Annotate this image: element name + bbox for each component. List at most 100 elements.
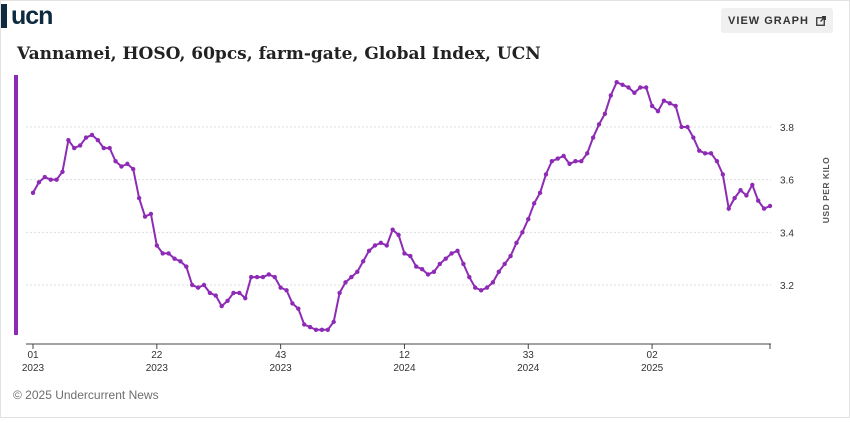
data-point[interactable] — [585, 151, 590, 156]
data-point[interactable] — [537, 190, 543, 196]
data-point[interactable] — [154, 243, 160, 248]
data-point[interactable] — [355, 269, 360, 275]
data-point[interactable] — [467, 274, 472, 280]
data-point[interactable] — [649, 103, 655, 109]
data-point[interactable] — [496, 269, 501, 275]
data-point[interactable] — [750, 182, 755, 188]
data-point[interactable] — [620, 82, 625, 88]
data-point[interactable] — [443, 256, 448, 261]
data-point[interactable] — [254, 274, 260, 280]
data-point[interactable] — [484, 285, 490, 290]
data-point[interactable] — [378, 240, 384, 246]
data-point[interactable] — [626, 85, 631, 90]
data-point[interactable] — [543, 172, 549, 177]
data-point[interactable] — [195, 285, 201, 290]
data-point[interactable] — [573, 159, 578, 164]
data-point[interactable] — [266, 272, 272, 277]
data-point[interactable] — [579, 159, 584, 164]
data-point[interactable] — [272, 274, 277, 280]
data-point[interactable] — [172, 256, 177, 261]
data-point[interactable] — [131, 166, 136, 172]
data-point[interactable] — [708, 151, 714, 156]
data-point[interactable] — [549, 159, 555, 164]
data-point[interactable] — [343, 280, 348, 285]
data-point[interactable] — [732, 195, 737, 201]
data-point[interactable] — [638, 85, 643, 90]
data-point[interactable] — [319, 327, 325, 332]
data-point[interactable] — [702, 151, 708, 156]
data-point[interactable] — [307, 324, 313, 330]
data-point[interactable] — [189, 282, 195, 288]
data-point[interactable] — [531, 201, 537, 206]
data-point[interactable] — [231, 290, 236, 296]
data-point[interactable] — [349, 274, 354, 280]
data-point[interactable] — [691, 135, 696, 140]
data-point[interactable] — [213, 293, 218, 298]
data-point[interactable] — [107, 145, 112, 151]
data-point[interactable] — [437, 261, 443, 267]
data-point[interactable] — [502, 261, 507, 267]
data-point[interactable] — [360, 259, 366, 264]
data-point[interactable] — [714, 159, 720, 164]
data-point[interactable] — [178, 259, 183, 264]
data-point[interactable] — [142, 214, 148, 219]
data-point[interactable] — [95, 137, 101, 143]
data-point[interactable] — [632, 90, 637, 95]
data-point[interactable] — [685, 124, 690, 130]
data-point[interactable] — [425, 272, 431, 277]
data-point[interactable] — [337, 290, 342, 296]
data-point[interactable] — [313, 327, 319, 332]
data-point[interactable] — [160, 251, 165, 256]
data-point[interactable] — [390, 227, 395, 232]
data-point[interactable] — [366, 248, 372, 253]
data-point[interactable] — [89, 132, 95, 138]
data-point[interactable] — [225, 298, 230, 303]
data-point[interactable] — [60, 169, 65, 174]
data-point[interactable] — [555, 156, 560, 161]
data-point[interactable] — [756, 198, 761, 203]
data-point[interactable] — [284, 288, 289, 293]
data-point[interactable] — [520, 230, 525, 235]
data-point[interactable] — [66, 137, 71, 143]
data-point[interactable] — [396, 232, 401, 238]
data-point[interactable] — [679, 124, 684, 130]
data-point[interactable] — [567, 161, 572, 167]
data-point[interactable] — [207, 290, 213, 296]
data-point[interactable] — [243, 295, 248, 301]
data-point[interactable] — [48, 177, 53, 182]
data-point[interactable] — [449, 251, 454, 256]
data-point[interactable] — [561, 153, 566, 159]
data-point[interactable] — [661, 98, 667, 103]
data-point[interactable] — [83, 135, 89, 140]
data-point[interactable] — [767, 203, 773, 209]
data-point[interactable] — [278, 285, 283, 290]
data-point[interactable] — [744, 193, 749, 198]
data-point[interactable] — [655, 109, 661, 114]
data-point[interactable] — [36, 180, 42, 185]
data-point[interactable] — [101, 145, 106, 151]
data-point[interactable] — [260, 274, 266, 280]
data-point[interactable] — [30, 190, 36, 196]
data-point[interactable] — [419, 267, 425, 272]
data-point[interactable] — [478, 288, 484, 293]
view-graph-button[interactable]: VIEW GRAPH — [721, 8, 833, 33]
data-point[interactable] — [136, 195, 142, 201]
data-point[interactable] — [184, 264, 189, 269]
data-point[interactable] — [296, 306, 301, 311]
data-point[interactable] — [290, 301, 295, 306]
data-point[interactable] — [643, 85, 649, 90]
data-point[interactable] — [490, 280, 496, 285]
data-point[interactable] — [761, 206, 767, 211]
data-point[interactable] — [119, 164, 124, 169]
data-point[interactable] — [237, 290, 242, 296]
data-point[interactable] — [602, 111, 608, 117]
data-point[interactable] — [248, 274, 254, 280]
data-point[interactable] — [720, 172, 726, 177]
data-point[interactable] — [325, 327, 330, 332]
data-point[interactable] — [402, 251, 407, 256]
data-point[interactable] — [461, 261, 466, 267]
data-point[interactable] — [72, 145, 77, 151]
data-point[interactable] — [54, 177, 59, 182]
data-point[interactable] — [608, 93, 614, 98]
data-point[interactable] — [384, 243, 389, 248]
